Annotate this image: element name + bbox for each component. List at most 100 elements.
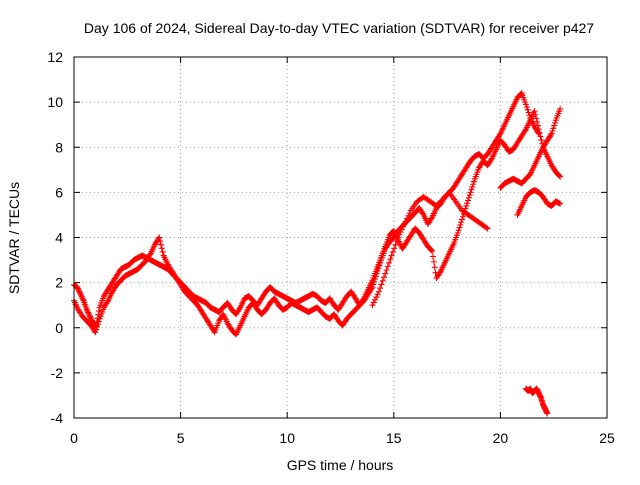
data-point — [544, 410, 551, 417]
chart-title: Day 106 of 2024, Sidereal Day-to-day VTE… — [84, 20, 594, 36]
data-point — [159, 248, 166, 255]
series-trace-4 — [497, 105, 564, 191]
data-layer — [71, 90, 564, 417]
data-point — [428, 247, 435, 254]
data-point — [76, 288, 83, 295]
y-tick-label: 4 — [55, 230, 63, 246]
data-point — [388, 252, 395, 259]
data-point — [87, 314, 94, 321]
data-point — [435, 200, 442, 207]
y-tick-label: -2 — [51, 365, 64, 381]
data-point — [557, 200, 564, 207]
data-point — [104, 299, 111, 306]
data-point — [547, 132, 554, 139]
x-tick-label: 20 — [493, 430, 509, 446]
data-point — [404, 215, 411, 222]
data-point — [146, 251, 153, 258]
y-tick-label: 2 — [55, 275, 63, 291]
data-point — [534, 118, 541, 125]
data-point — [156, 234, 163, 241]
data-point — [88, 317, 95, 324]
data-point — [455, 227, 462, 234]
data-point — [525, 109, 532, 116]
y-tick-label: 0 — [55, 320, 63, 336]
data-point — [535, 126, 542, 133]
data-point — [375, 288, 382, 295]
data-point — [523, 104, 530, 111]
data-point — [382, 270, 389, 277]
data-point — [236, 305, 243, 312]
data-point — [93, 326, 100, 333]
data-point — [384, 263, 391, 270]
data-point — [373, 294, 380, 301]
data-point — [459, 216, 466, 223]
data-point — [95, 308, 102, 315]
data-point — [533, 115, 540, 122]
grid-layer — [74, 57, 607, 418]
data-point — [556, 172, 563, 179]
data-point — [397, 229, 404, 236]
data-point — [466, 192, 473, 199]
x-tick-label: 25 — [599, 430, 615, 446]
data-point — [95, 318, 102, 325]
data-point — [79, 296, 86, 303]
data-point — [374, 291, 381, 298]
data-point — [483, 224, 490, 231]
y-tick-label: 10 — [47, 94, 63, 110]
data-point — [396, 231, 403, 238]
data-point — [393, 238, 400, 245]
data-point — [391, 245, 398, 252]
y-tick-label: 6 — [55, 184, 63, 200]
data-point — [383, 266, 390, 273]
data-point — [400, 223, 407, 230]
series-trace-5 — [514, 187, 564, 218]
data-point — [496, 132, 503, 139]
y-axis-label: SDTVAR / TECUs — [6, 182, 22, 294]
data-point — [531, 108, 538, 115]
x-tick-label: 15 — [386, 430, 402, 446]
data-point — [370, 299, 377, 306]
x-tick-label: 10 — [279, 430, 295, 446]
data-point — [467, 189, 474, 196]
data-point — [386, 259, 393, 266]
data-point — [85, 309, 92, 316]
data-point — [537, 133, 544, 140]
data-point — [431, 264, 438, 271]
data-point — [441, 194, 448, 201]
data-point — [488, 156, 495, 163]
data-point — [79, 294, 86, 301]
data-point — [434, 201, 441, 208]
data-point — [85, 310, 92, 317]
data-point — [456, 224, 463, 231]
data-point — [78, 292, 85, 299]
data-point — [464, 197, 471, 204]
data-point — [550, 125, 557, 132]
data-point — [78, 293, 85, 300]
series-trace-2 — [71, 108, 564, 338]
data-point — [86, 313, 93, 320]
data-point — [536, 129, 543, 136]
data-point — [387, 256, 394, 263]
data-point — [522, 127, 529, 134]
data-point — [549, 128, 556, 135]
data-point — [75, 286, 82, 293]
data-point — [436, 269, 443, 276]
data-point — [402, 218, 409, 225]
data-point — [458, 219, 465, 226]
label-layer: 0 5 10 15 20 25 -4 -2 0 2 4 6 8 10 12 — [47, 49, 615, 446]
data-point — [419, 210, 426, 217]
y-tick-label: 8 — [55, 139, 63, 155]
data-point — [405, 212, 412, 219]
x-axis-label: GPS time / hours — [287, 457, 394, 473]
data-point — [534, 122, 541, 129]
data-point — [548, 130, 555, 137]
data-point — [392, 241, 399, 248]
data-point — [470, 178, 477, 185]
data-point — [532, 111, 539, 118]
data-point — [464, 200, 471, 207]
data-point — [524, 106, 531, 113]
data-point — [92, 329, 99, 336]
data-point — [360, 296, 367, 303]
data-point — [74, 284, 81, 291]
